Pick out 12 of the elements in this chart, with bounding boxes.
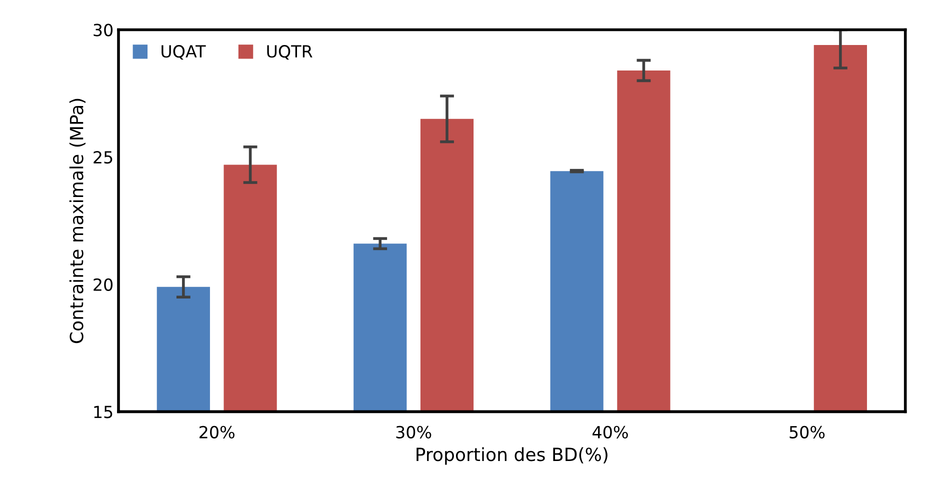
x-axis-title: Proportion des BD(%) — [416, 447, 608, 465]
y-tick-label: 20 — [94, 278, 113, 291]
y-tick-label: 30 — [94, 24, 113, 36]
y-tick-label: 15 — [94, 406, 112, 418]
legend-label: UQAT — [162, 45, 206, 60]
y-axis-title: Contrainte maximale (MPa) — [69, 98, 86, 344]
x-tick-label: 30% — [396, 426, 432, 438]
x-tick-label: 20% — [200, 426, 234, 438]
x-tick-label: 40% — [592, 426, 628, 438]
legend-label: UQTR — [267, 45, 312, 60]
y-tick-label: 25 — [94, 151, 112, 164]
x-tick-label: 50% — [790, 426, 825, 438]
